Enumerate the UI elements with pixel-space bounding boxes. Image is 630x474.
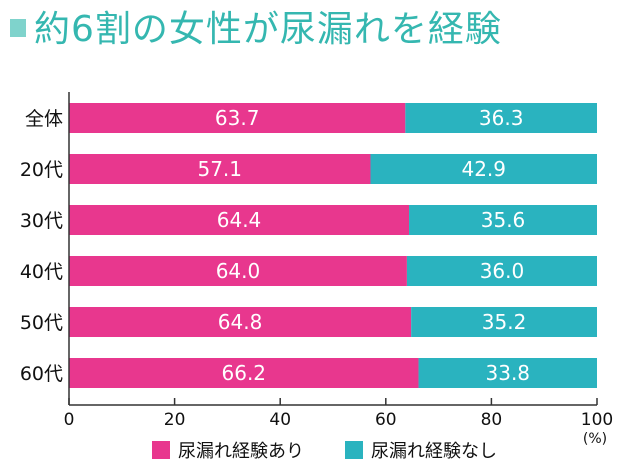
- chart-title: 約6割の女性が尿漏れを経験: [34, 9, 502, 50]
- data-label: 63.7: [215, 106, 260, 130]
- category-label: 30代: [20, 210, 63, 232]
- data-label: 33.8: [486, 361, 531, 385]
- x-tick-label: 20: [164, 410, 186, 430]
- x-tick-label: 60: [375, 410, 397, 430]
- data-label: 64.8: [218, 310, 263, 334]
- bar-segment: [418, 358, 597, 388]
- bar-segment: [406, 256, 597, 286]
- bar-segment: [69, 256, 407, 286]
- x-tick-label: 100: [581, 410, 613, 430]
- bar-segment: [69, 358, 419, 388]
- category-label: 20代: [20, 159, 63, 181]
- bar-segment: [69, 103, 406, 133]
- category-label: 40代: [20, 261, 63, 283]
- data-label: 36.3: [479, 106, 524, 130]
- data-label: 35.6: [481, 208, 526, 232]
- bar-segment: [69, 205, 410, 235]
- x-tick-label: 40: [269, 410, 291, 430]
- title-marker: [10, 19, 26, 37]
- legend-swatch: [152, 441, 170, 459]
- bar-segment: [370, 154, 597, 184]
- x-tick-label: 0: [64, 410, 75, 430]
- bar-segment: [405, 103, 597, 133]
- legend-label: 尿漏れ経験なし: [371, 441, 497, 462]
- data-label: 64.4: [217, 208, 262, 232]
- bar-segment: [409, 205, 597, 235]
- bar-segment: [411, 307, 597, 337]
- x-unit-label: (%): [583, 431, 607, 447]
- category-label: 50代: [20, 312, 63, 334]
- bar-segment: [69, 307, 412, 337]
- chart-title-row: 約6割の女性が尿漏れを経験: [0, 0, 630, 66]
- data-label: 35.2: [482, 310, 527, 334]
- data-label: 36.0: [480, 259, 525, 283]
- data-label: 66.2: [222, 361, 267, 385]
- data-label: 42.9: [461, 157, 506, 181]
- x-tick-label: 80: [481, 410, 503, 430]
- data-label: 57.1: [197, 157, 242, 181]
- category-label: 全体: [25, 108, 63, 130]
- legend-label: 尿漏れ経験あり: [178, 441, 304, 462]
- bar-segment: [69, 154, 371, 184]
- category-label: 60代: [20, 363, 63, 385]
- data-label: 64.0: [216, 259, 261, 283]
- legend-swatch: [345, 441, 363, 459]
